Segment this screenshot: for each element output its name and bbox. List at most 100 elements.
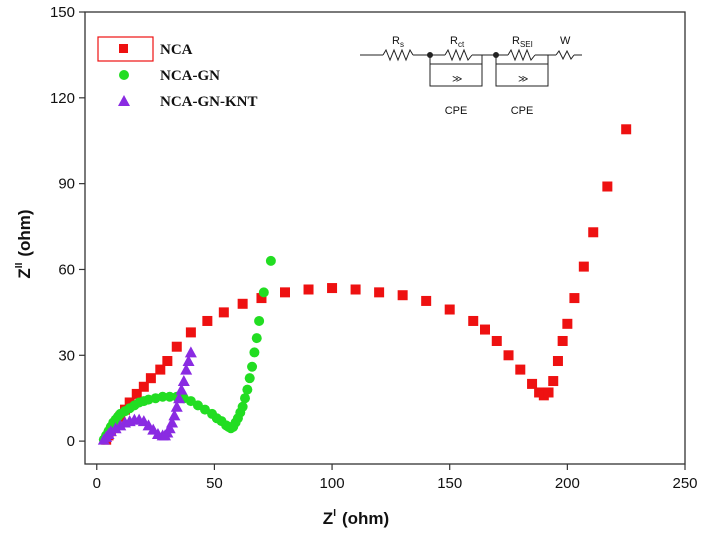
y-tick-label: 150 [50, 4, 75, 21]
data-point-nca [562, 318, 573, 329]
data-point-nca-gn-knt [182, 355, 195, 367]
data-point-nca-gn-knt [163, 422, 176, 434]
legend-marker-nca [119, 44, 128, 53]
data-point-nca-gn [242, 384, 253, 395]
data-point-nca [421, 295, 432, 306]
label-rs: Rs [392, 35, 404, 49]
data-point-nca [185, 327, 196, 338]
plot-area [84, 11, 686, 465]
data-point-nca-gn [240, 393, 250, 404]
legend: NCA NCA-GN NCA-GN-KNT [97, 36, 258, 110]
data-point-nca [602, 181, 613, 192]
data-point-nca [621, 124, 632, 135]
data-point-nca [327, 283, 338, 294]
data-point-nca-gn-knt [166, 416, 179, 428]
data-point-nca [557, 335, 568, 346]
resistor-rct-icon [444, 48, 473, 62]
data-point-nca [374, 287, 385, 298]
y-axis-title-sup: II [14, 262, 25, 268]
data-point-nca [131, 388, 142, 399]
y-tick-label: 60 [58, 261, 75, 278]
legend-label-nca: NCA [160, 42, 193, 58]
data-point-nca-gn-knt [175, 383, 188, 395]
data-point-nca [397, 290, 408, 301]
data-point-nca [280, 287, 290, 298]
x-tick-label: 200 [555, 475, 580, 492]
resistor-rs-icon [382, 48, 414, 62]
data-point-nca-gn-knt [180, 363, 193, 375]
data-point-nca [548, 376, 559, 387]
data-point-nca-gn-knt [177, 375, 190, 387]
data-point-nca-gn [265, 255, 276, 266]
x-tick-label: 100 [320, 475, 345, 492]
series-nca-gn [98, 255, 276, 445]
y-tick-label: 0 [67, 433, 75, 450]
data-point-nca-gn-knt [170, 400, 183, 412]
y-tick-label: 90 [58, 176, 75, 193]
y-axis-title-main: Z [15, 268, 34, 278]
data-point-nca [155, 364, 166, 375]
x-tick-label: 50 [206, 475, 223, 492]
data-point-nca-gn [247, 361, 258, 372]
x-tick-label: 0 [93, 475, 101, 492]
data-point-nca-gn-knt [173, 392, 186, 404]
x-tick-label: 150 [437, 475, 462, 492]
label-rsei: RSEI [512, 35, 533, 49]
x-axis-title: ZI (ohm) [323, 508, 389, 528]
x-axis-title-sup: I [333, 508, 336, 519]
cpe1-box [429, 63, 483, 87]
data-point-nca-gn [254, 315, 265, 326]
legend-marker-nca-gn-knt [118, 95, 130, 106]
label-w: W [560, 35, 571, 47]
data-point-nca [578, 261, 589, 272]
cpe2-symbol-icon: ≫ [518, 74, 528, 85]
data-point-nca [588, 227, 599, 238]
x-axis-title-main: Z [323, 509, 333, 528]
data-point-nca-gn-knt [104, 425, 117, 437]
x-axis-title-unit: (ohm) [342, 509, 389, 528]
data-point-nca-gn-knt [168, 409, 181, 421]
legend-highlight-box [97, 36, 154, 62]
label-cpe2: CPE [511, 105, 534, 117]
data-point-nca-gn-knt [114, 419, 127, 431]
label-cpe1: CPE [445, 105, 468, 117]
data-point-nca-gn-knt [184, 346, 197, 358]
data-point-nca [256, 293, 267, 304]
equivalent-circuit: ≫ ≫ [360, 48, 582, 87]
data-point-nca [218, 307, 229, 318]
legend-label-nca-gn: NCA-GN [160, 68, 220, 84]
data-point-nca-gn [157, 391, 168, 402]
y-tick-label: 30 [58, 347, 75, 364]
data-point-nca [303, 284, 314, 295]
y-tick-label: 120 [50, 90, 75, 107]
y-axis: 0 30 60 90 120 150 [50, 4, 85, 450]
data-point-nca-gn-knt [109, 422, 122, 434]
data-point-nca [145, 373, 156, 384]
y-axis-title: ZII (ohm) [14, 209, 34, 278]
data-point-nca-gn [258, 287, 269, 298]
data-point-nca [124, 397, 135, 408]
label-rct: Rct [450, 35, 465, 49]
data-point-nca [527, 378, 538, 389]
warburg-icon [555, 49, 575, 61]
data-point-nca [543, 387, 554, 398]
circuit-labels: Rs Rct RSEI W CPE CPE [392, 35, 571, 117]
data-point-nca [350, 284, 361, 295]
data-point-nca [162, 356, 173, 367]
data-point-nca [237, 298, 248, 309]
data-point-nca [138, 381, 149, 392]
cpe2-box [495, 63, 549, 87]
data-point-nca [202, 315, 213, 326]
y-axis-title-unit: (ohm) [15, 209, 34, 256]
data-point-nca [468, 315, 479, 326]
data-point-nca-gn [251, 333, 262, 344]
resistor-rsei-icon [507, 48, 536, 62]
data-point-nca [491, 335, 502, 346]
data-point-nca [569, 293, 580, 304]
legend-marker-nca-gn [119, 70, 129, 80]
data-point-nca-gn [249, 347, 260, 358]
data-point-nca [444, 304, 455, 315]
x-axis: 0 50 100 150 200 250 [93, 464, 698, 492]
series-nca-gn-knt [97, 346, 197, 445]
